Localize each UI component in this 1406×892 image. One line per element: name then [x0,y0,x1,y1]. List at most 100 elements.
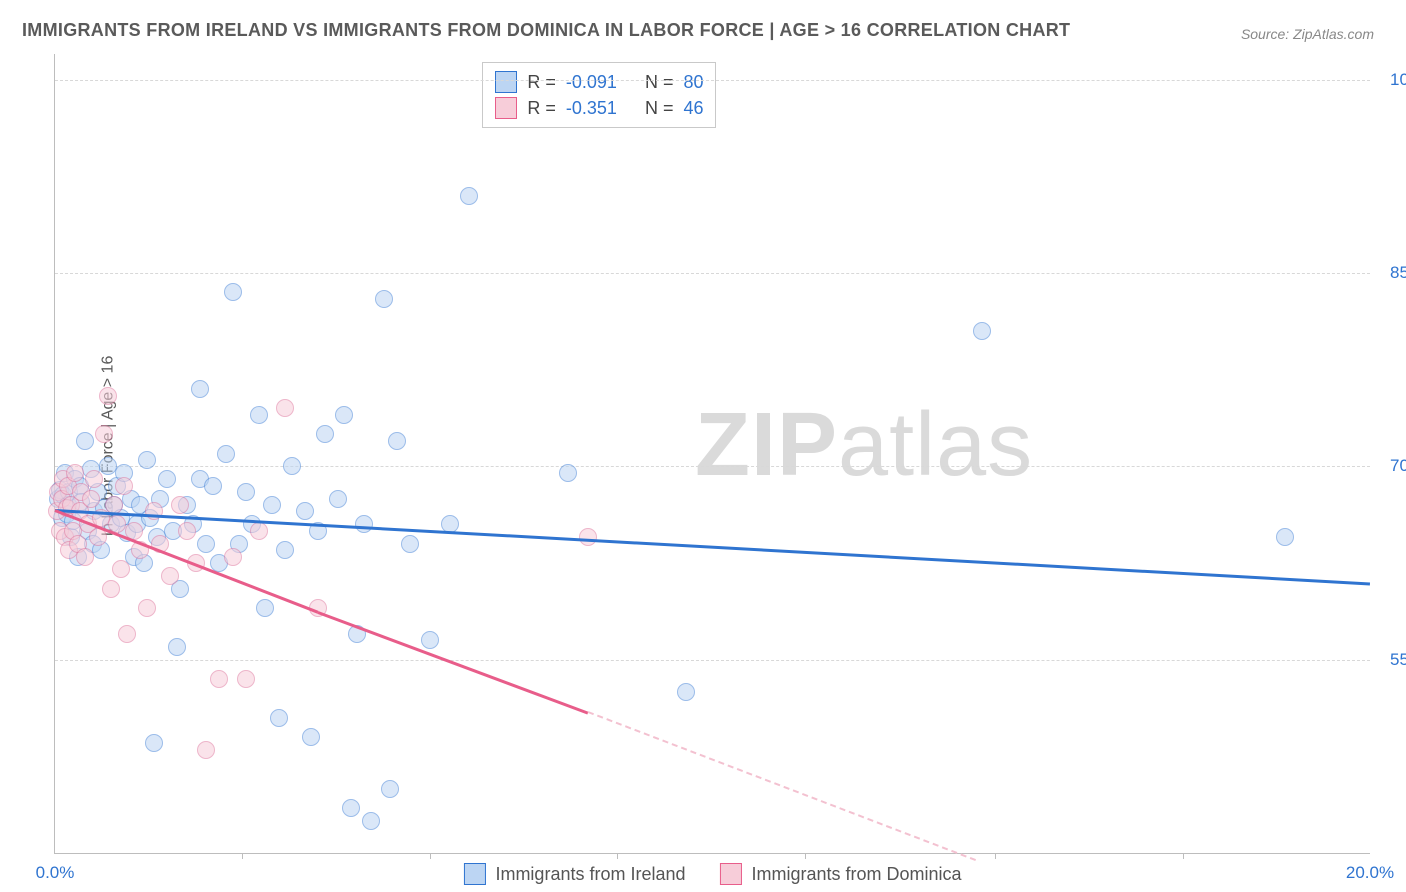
scatter-point [237,483,255,501]
trend-line [317,611,588,714]
trend-line [55,509,1370,585]
scatter-point [161,567,179,585]
scatter-point [112,560,130,578]
scatter-point [66,464,84,482]
gridline-h [55,273,1370,274]
x-tick [617,853,618,859]
scatter-point [381,780,399,798]
scatter-point [270,709,288,727]
scatter-point [102,580,120,598]
n-value: 80 [683,69,703,95]
x-tick [1183,853,1184,859]
scatter-point [355,515,373,533]
gridline-h [55,80,1370,81]
scatter-point [138,451,156,469]
scatter-point [276,399,294,417]
scatter-point [171,496,189,514]
scatter-point [316,425,334,443]
x-tick-label: 20.0% [1346,863,1394,883]
scatter-point [191,380,209,398]
x-tick-label: 0.0% [36,863,75,883]
scatter-point [82,490,100,508]
scatter-point [76,432,94,450]
x-tick [805,853,806,859]
gridline-h [55,660,1370,661]
scatter-point [145,734,163,752]
legend-swatch [495,71,517,93]
y-tick-label: 85.0% [1374,263,1406,283]
n-label: N = [645,69,674,95]
legend-item: Immigrants from Ireland [463,863,685,885]
y-tick-label: 55.0% [1374,650,1406,670]
legend-swatch [495,97,517,119]
scatter-point [197,535,215,553]
scatter-point [296,502,314,520]
scatter-point [115,477,133,495]
legend-label: Immigrants from Ireland [495,864,685,885]
r-label: R = [527,69,556,95]
legend-swatch [720,863,742,885]
scatter-point [401,535,419,553]
scatter-point [178,522,196,540]
scatter-point [99,387,117,405]
scatter-chart: ZIPatlas R =-0.091N =80R =-0.351N =46 Im… [54,54,1370,854]
scatter-point [342,799,360,817]
r-value: -0.351 [566,95,617,121]
scatter-point [224,283,242,301]
scatter-point [579,528,597,546]
scatter-point [204,477,222,495]
scatter-point [197,741,215,759]
watermark-bold: ZIP [695,395,838,495]
scatter-point [335,406,353,424]
scatter-point [237,670,255,688]
n-value: 46 [683,95,703,121]
n-label: N = [645,95,674,121]
watermark: ZIPatlas [695,394,1033,497]
correlation-legend: R = -0.091 N = 80 R = -0.351 N = 46 [482,62,716,128]
scatter-point [250,406,268,424]
scatter-point [95,425,113,443]
source-attribution: Source: ZipAtlas.com [1241,26,1374,42]
r-value: -0.091 [566,69,617,95]
scatter-point [973,322,991,340]
scatter-point [302,728,320,746]
scatter-point [210,670,228,688]
scatter-point [460,187,478,205]
scatter-point [559,464,577,482]
y-tick-label: 100.0% [1374,70,1406,90]
scatter-point [388,432,406,450]
scatter-point [250,522,268,540]
scatter-point [263,496,281,514]
x-tick [430,853,431,859]
scatter-point [421,631,439,649]
chart-title: IMMIGRANTS FROM IRELAND VS IMMIGRANTS FR… [22,20,1070,41]
series-legend: Immigrants from Ireland Immigrants from D… [463,863,961,885]
y-tick-label: 70.0% [1374,456,1406,476]
legend-label: Immigrants from Dominica [752,864,962,885]
scatter-point [256,599,274,617]
legend-corr-row: R = -0.351 N = 46 [495,95,703,121]
trend-line [587,711,976,861]
legend-item: Immigrants from Dominica [720,863,962,885]
scatter-point [138,599,156,617]
legend-swatch [463,863,485,885]
scatter-point [375,290,393,308]
gridline-h [55,466,1370,467]
r-label: R = [527,95,556,121]
scatter-point [168,638,186,656]
scatter-point [283,457,301,475]
scatter-point [276,541,294,559]
scatter-point [76,548,94,566]
scatter-point [85,470,103,488]
scatter-point [158,470,176,488]
scatter-point [118,625,136,643]
scatter-point [362,812,380,830]
x-tick [995,853,996,859]
x-tick [242,853,243,859]
scatter-point [329,490,347,508]
scatter-point [224,548,242,566]
scatter-point [677,683,695,701]
legend-corr-row: R = -0.091 N = 80 [495,69,703,95]
scatter-point [1276,528,1294,546]
watermark-light: atlas [838,395,1033,495]
